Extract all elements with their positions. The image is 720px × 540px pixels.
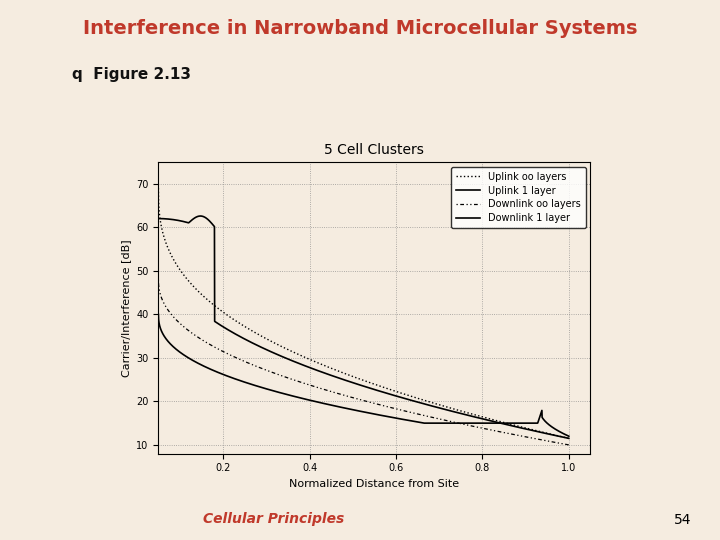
Legend: Uplink oo layers, Uplink 1 layer, Downlink oo layers, Downlink 1 layer: Uplink oo layers, Uplink 1 layer, Downli… bbox=[451, 167, 585, 228]
Line: Downlink 1 layer: Downlink 1 layer bbox=[158, 314, 569, 436]
Uplink 1 layer bbox=[564, 435, 573, 442]
Uplink oo layers bbox=[175, 266, 184, 272]
Uplink 1 layer bbox=[343, 377, 351, 384]
X-axis label: Normalized Distance from Site: Normalized Distance from Site bbox=[289, 479, 459, 489]
Uplink oo layers bbox=[564, 435, 573, 442]
Downlink oo layers bbox=[154, 276, 163, 283]
Uplink 1 layer bbox=[196, 213, 204, 219]
Downlink 1 layer bbox=[477, 420, 486, 427]
Downlink oo layers bbox=[552, 440, 561, 446]
Line: Downlink oo layers: Downlink oo layers bbox=[158, 280, 569, 445]
Text: Interference in Narrowband Microcellular Systems: Interference in Narrowband Microcellular… bbox=[83, 19, 637, 38]
Title: 5 Cell Clusters: 5 Cell Clusters bbox=[325, 143, 424, 157]
Downlink 1 layer bbox=[154, 311, 163, 318]
Uplink oo layers bbox=[552, 433, 561, 439]
Text: 54: 54 bbox=[674, 512, 691, 526]
Uplink oo layers bbox=[154, 185, 163, 191]
Downlink oo layers bbox=[343, 393, 351, 400]
Text: Cellular Principles: Cellular Principles bbox=[203, 512, 344, 526]
Downlink 1 layer bbox=[343, 406, 351, 412]
Uplink 1 layer bbox=[175, 218, 184, 224]
Downlink 1 layer bbox=[552, 427, 561, 433]
Uplink oo layers bbox=[343, 371, 351, 377]
Uplink oo layers bbox=[552, 433, 561, 439]
Uplink 1 layer bbox=[154, 215, 163, 222]
Downlink oo layers bbox=[564, 442, 573, 448]
Downlink 1 layer bbox=[175, 348, 184, 355]
Downlink oo layers bbox=[552, 440, 561, 446]
Text: q  Figure 2.13: q Figure 2.13 bbox=[72, 68, 191, 83]
Downlink oo layers bbox=[354, 396, 362, 402]
Uplink 1 layer bbox=[553, 433, 562, 439]
Line: Uplink 1 layer: Uplink 1 layer bbox=[158, 216, 569, 438]
Downlink 1 layer bbox=[564, 433, 573, 440]
Uplink 1 layer bbox=[477, 415, 486, 422]
Uplink 1 layer bbox=[354, 381, 362, 388]
Uplink oo layers bbox=[477, 414, 486, 420]
Y-axis label: Carrier/Interference [dB]: Carrier/Interference [dB] bbox=[121, 239, 131, 376]
Downlink 1 layer bbox=[552, 427, 561, 434]
Line: Uplink oo layers: Uplink oo layers bbox=[158, 188, 569, 438]
Downlink 1 layer bbox=[354, 408, 362, 414]
Uplink oo layers bbox=[354, 375, 362, 382]
Uplink 1 layer bbox=[552, 433, 561, 439]
Downlink oo layers bbox=[175, 320, 184, 326]
Downlink oo layers bbox=[477, 425, 486, 431]
